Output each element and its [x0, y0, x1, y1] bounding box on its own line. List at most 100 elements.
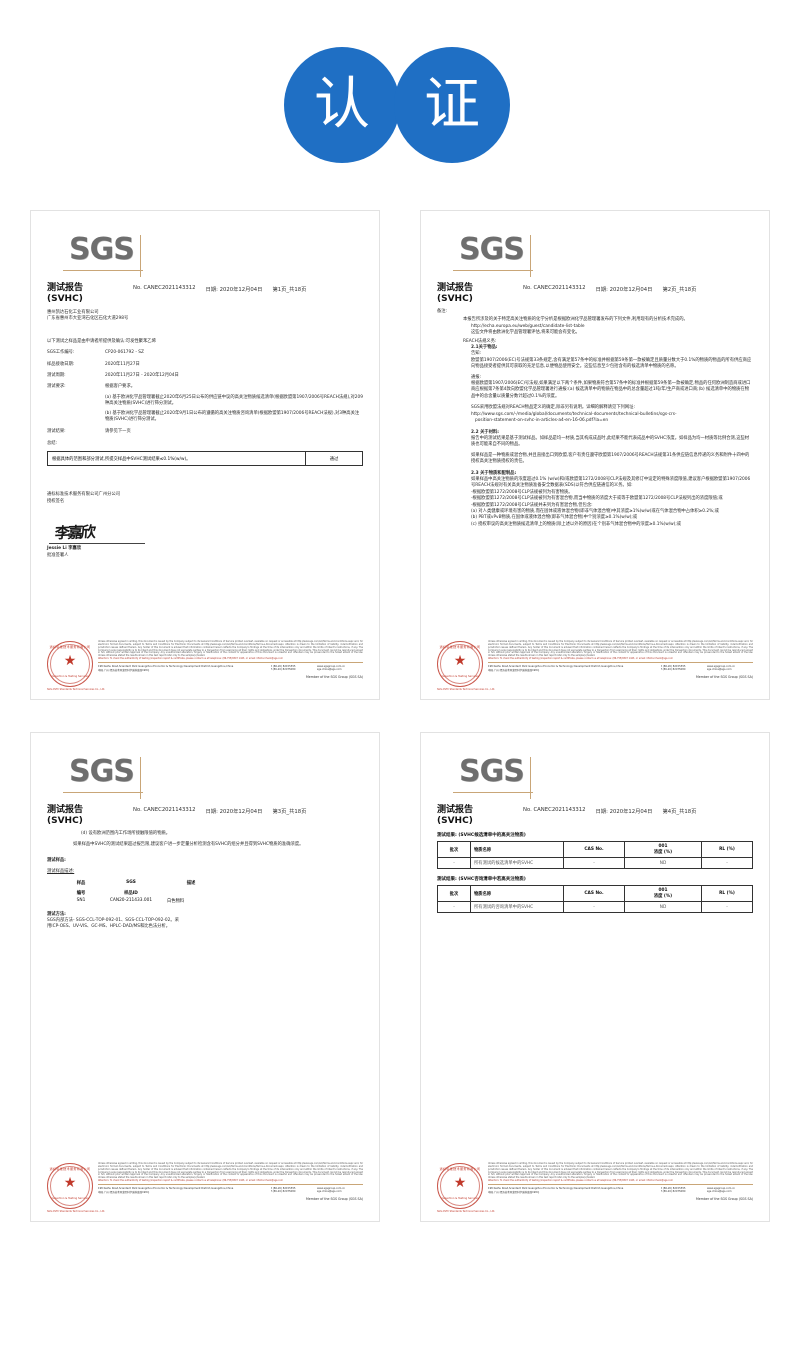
page3-date: 日期: 2020年12月04日 [205, 809, 263, 815]
note-1-url: http://echa.europa.eu/web/guest/candidat… [471, 323, 585, 329]
page3-footer: 通标标准技术服务有限公司 ★ Inspection & Testing Serv… [47, 1162, 363, 1213]
page1-footer: 通标标准技术服务有限公司 ★ Inspection & Testing Serv… [47, 640, 363, 691]
result-label: 测试结果: [47, 429, 66, 435]
th-conc-bottom: 浓度 (%) [653, 850, 673, 855]
footer-fax: f (86-20) 82075080 [271, 667, 296, 671]
page4-header: 测试报告 (SVHC) No. CANEC2021143312 日期: 2020… [437, 805, 753, 827]
page1-report-no: No. CANEC2021143312 [133, 285, 196, 291]
section-2-3-b1: -根据欧盟第1272/2008号CLP法规被列为有害物质。 [471, 489, 573, 495]
section-2-1-title: 2.1关于物品: [471, 345, 498, 351]
section-2-3-c1: (a) 对人类健康或环境有害的物质,而在固体或液体混合物(即非气体混合物)中其浓… [471, 508, 719, 514]
seal-star-icon: ★ [453, 1175, 467, 1192]
page2-date: 日期: 2020年12月04日 [595, 287, 653, 293]
footer-member: Member of the SGS Group (SGS SA) [696, 1196, 753, 1201]
page4-pagination: 第4页_共18页 [662, 809, 697, 815]
footer-member: Member of the SGS Group (SGS SA) [696, 674, 753, 679]
footer-address-en: 198 Kezhu Road,Scientech Park Guangzhou … [98, 664, 234, 668]
page2-header: 测试报告 (SVHC) No. CANEC2021143312 日期: 2020… [437, 283, 753, 305]
banner-circle-right: 证 [394, 47, 510, 163]
seal-caption-1: SGS-CSTC Standards Technical Services Co… [437, 1210, 496, 1213]
page3-title-sub: (SVHC) [47, 816, 83, 826]
footer-attention: Attention: To check the authenticity of … [488, 1179, 673, 1183]
page4-title-main: 测试报告 [437, 805, 474, 815]
page3-title-main: 测试报告 [47, 805, 84, 815]
footer-attention: Attention: To check the authenticity of … [98, 657, 283, 661]
th-conc-top: 001 [658, 844, 668, 849]
report-no-value: CANEC2021143312 [143, 285, 196, 291]
section-2-3-p1: 如果样品中高关注物质的浓度超过0.1% (w/w)和/或欧盟第1272/2008… [471, 476, 751, 489]
seal-star-icon: ★ [453, 653, 467, 670]
page1-date: 日期: 2020年12月04日 [206, 285, 263, 293]
note-1: 本报告所涉及的关于特定高关注物质的化学分析是根据欧洲化学品管理署发布的下列文件,… [463, 317, 688, 323]
seal-arc-bottom: Inspection & Testing Services [441, 1197, 479, 1200]
field-value-request: 根据客户要求。 [105, 384, 136, 390]
td-substance: 所有测试的候选清单中的SVHC [470, 857, 564, 869]
field-value-period: 2020年11月27日 - 2020年12月04日 [105, 373, 179, 379]
method-label: 测试方法: [47, 911, 66, 917]
sgs-logo: SGS [453, 233, 535, 277]
td-lot: - [437, 901, 471, 913]
report-page-1: SGS 测试报告 (SVHC) No. CANEC2021143312 日期: … [30, 210, 380, 700]
th-concentration: 001 浓度 (%) [624, 841, 702, 858]
table-header-row: 批次 物质名称 CAS No. 001 浓度 (%) RL (%) [437, 885, 753, 902]
sample-row-desc: 白色物料 [167, 898, 185, 904]
sgs-logo: SGS [453, 754, 535, 799]
footer-member: Member of the SGS Group (SGS SA) [306, 1196, 363, 1201]
footer-attention: Attention: To check the authenticity of … [98, 1179, 283, 1183]
footer-fax: f (86-20) 82075080 [661, 667, 686, 671]
seal-arc-top: 通标标准技术服务有限公司 [49, 645, 91, 649]
footer-terms: Unless otherwise agreed in writing, this… [488, 640, 753, 658]
seal-caption-1: SGS-CSTC Standards Technical Services Co… [47, 688, 106, 691]
page4-title: 测试报告 (SVHC) [437, 805, 523, 827]
method-line-1: SGS内部方法- SGS-CCL-TOP-092-01、SGS-CCL-TOP-… [47, 918, 179, 924]
seal-arc-bottom: Inspection & Testing Services [51, 1197, 89, 1200]
footer-web: www.sgsgroup.com.cn [317, 664, 346, 668]
company-seal-icon: 通标标准技术服务有限公司 ★ Inspection & Testing Serv… [437, 1163, 483, 1209]
field-label-jobno: SGS工作编号: [47, 350, 75, 356]
page4-date: 日期: 2020年12月04日 [595, 809, 653, 815]
td-lot: - [437, 857, 471, 869]
page1-title-sub: (SVHC) [47, 294, 83, 304]
section-2-2-title: 2.2 关于材料: [471, 429, 500, 435]
note-1-tail: 这些文件将由欧洲化学品管理署评估,将来可能会有变化。 [471, 330, 580, 336]
company-seal-icon: 通标标准技术服务有限公司 ★ Inspection & Testing Serv… [437, 641, 483, 687]
td-rl: - [701, 901, 753, 913]
sgs-logo-text: SGS [459, 754, 525, 789]
sample-desc-label: 测试样品描述: [47, 869, 75, 875]
page2-title-main: 测试报告 [437, 283, 474, 293]
summary-verdict: 通过 [305, 452, 362, 466]
seal-star-icon: ★ [63, 1175, 77, 1192]
field-label-period: 测试周期: [47, 373, 66, 379]
section-2-1-b-text: 根据欧盟第1907/2006(EC)号法规,如果满足以下两个条件,如果物质符合第… [471, 381, 751, 399]
page2-title: 测试报告 (SVHC) [437, 283, 523, 305]
footer-fax: f (86-20) 82075080 [661, 1189, 686, 1193]
th-concentration: 001 浓度 (%) [624, 885, 702, 902]
request-item-b: (b) 基于欧洲化学品管理署截止2020年9月1日公布的遵循的高关注物质咨询清单… [105, 410, 360, 423]
result-value: 请参见下一页 [105, 429, 131, 435]
summary-box: 根据具体的范围和部分测试,所提交样品中SVHC测试结果≤0.1%(w/w)。 通… [47, 451, 363, 467]
section-2-2-p2: 如果样品是一种物质或混合物,并且直接出口到欧盟,客户有责任遵守欧盟第1907/2… [471, 452, 750, 465]
field-label-request: 测试要求: [47, 384, 66, 390]
section-2-3-c3: (c) 授权审议的高关注物质候选清单上的物质(除上述以外的原因)在个别非气体混合… [471, 521, 682, 527]
th-lot: 批次 [437, 885, 471, 902]
handwritten-signature: 李嘉欣 [54, 523, 95, 543]
th-cas: CAS No. [563, 885, 625, 902]
td-concentration: ND [624, 901, 702, 913]
seal-star-icon: ★ [63, 653, 77, 670]
result-table-2: 批次 物质名称 CAS No. 001 浓度 (%) RL (%) - 所有测试… [437, 885, 753, 913]
section-2-1-a-text: 欧盟第1907/2006(EC)号法规第33条规定,含有满足第57条中的标准并根… [471, 357, 752, 370]
signer-name-cn: 李嘉欣 [68, 546, 82, 552]
th-substance: 物质名称 [470, 885, 564, 902]
date-value: 2020年12月04日 [219, 287, 263, 293]
page1-meta: No. CANEC2021143312 日期: 2020年12月04日 第1页_… [133, 283, 363, 293]
banner-char-ren: 认 [314, 72, 370, 137]
page1-field-1: 样品接收日期: 2020年11月27日 [47, 362, 363, 368]
th-conc-top: 001 [658, 888, 668, 893]
footer-fax: f (86-20) 82075080 [271, 1189, 296, 1193]
page4-title-sub: (SVHC) [437, 816, 473, 826]
page1-field-3: 测试要求: 根据客户要求。 (a) 基于欧洲化学品管理署截止2020年6月25日公… [47, 384, 363, 423]
page1-intro: 以下测试之样品是由申请者所提供及确认:可发性聚苯乙烯 [47, 339, 363, 345]
signing-company: 通标标准技术服务有限公司广州分公司 [47, 492, 121, 498]
field-value-jobno: CP20-061792 - SZ [105, 350, 144, 356]
summary-label: 总结: [47, 440, 58, 446]
